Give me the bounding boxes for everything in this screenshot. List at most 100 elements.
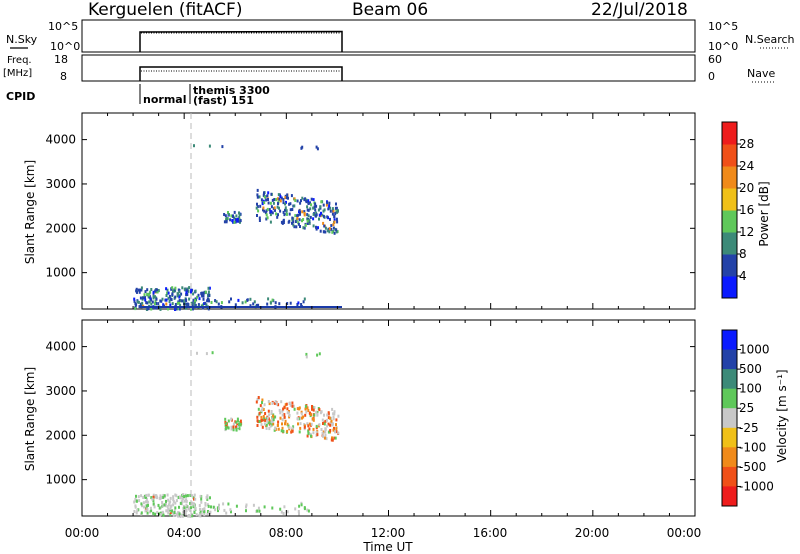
data-cell: [333, 218, 336, 222]
data-cell: [293, 204, 296, 208]
data-cell: [176, 292, 179, 296]
data-cell: [196, 351, 198, 355]
data-cell: [331, 212, 334, 216]
data-cell: [271, 298, 274, 302]
data-cell: [281, 418, 284, 422]
data-cell: [323, 422, 326, 426]
data-cell: [306, 434, 309, 438]
data-cell: [307, 424, 310, 428]
data-cell: [154, 289, 157, 293]
data-cell: [285, 196, 288, 200]
data-cell: [235, 425, 237, 429]
data-cell: [280, 196, 283, 200]
colorbar-tick-label: 500: [739, 362, 762, 376]
data-cell: [267, 400, 270, 403]
data-cell: [271, 420, 274, 423]
data-cell: [171, 286, 174, 290]
data-cell: [218, 507, 220, 511]
data-cell: [316, 353, 319, 357]
y-tick-label: 4000: [45, 340, 76, 354]
data-cell: [193, 144, 195, 148]
data-cell: [211, 351, 214, 355]
data-cell: [217, 509, 219, 513]
data-cell: [252, 302, 255, 306]
data-cell: [333, 410, 336, 414]
data-cell: [147, 503, 149, 507]
data-cell: [332, 428, 335, 432]
data-cell: [141, 504, 143, 508]
data-cell: [318, 352, 321, 356]
velocity-colorbar-label: Velocity [m s⁻¹]: [775, 369, 789, 462]
data-cell: [147, 295, 150, 299]
data-cell: [287, 196, 289, 200]
data-cell: [315, 225, 317, 229]
colorbar-swatch: [722, 144, 737, 167]
data-cell: [156, 496, 158, 500]
x-tick-labels: 00:00 04:00 08:00 12:00 16:00 20:00 00:0…: [65, 526, 702, 540]
data-cell: [289, 202, 292, 206]
data-cell: [256, 193, 259, 197]
data-cell: [165, 298, 168, 302]
data-cell: [157, 503, 160, 507]
data-cell: [257, 303, 260, 307]
data-cell: [257, 209, 260, 213]
data-cell: [306, 205, 309, 209]
data-cell: [256, 202, 258, 206]
data-cell: [218, 503, 220, 507]
data-cell: [178, 307, 181, 311]
data-cell: [157, 302, 160, 306]
data-cell: [210, 301, 213, 304]
data-cell: [318, 217, 320, 221]
data-cell: [150, 288, 153, 291]
data-cell: [277, 193, 280, 197]
data-cell: [312, 418, 315, 422]
data-cell: [305, 355, 308, 359]
data-cell: [194, 299, 197, 302]
data-cell: [275, 212, 278, 216]
data-cell: [256, 509, 259, 513]
data-cell: [174, 493, 177, 497]
data-cell: [194, 303, 197, 307]
data-cell: [170, 504, 173, 508]
data-cell: [327, 430, 330, 434]
data-cell: [259, 204, 262, 208]
data-cell: [233, 210, 236, 214]
data-cell: [165, 302, 168, 306]
data-cell: [303, 506, 306, 510]
data-cell: [200, 512, 203, 516]
data-cell: [322, 230, 325, 234]
data-cell: [151, 497, 154, 501]
data-cell: [298, 407, 301, 411]
data-cell: [324, 430, 327, 434]
data-cell: [333, 220, 336, 224]
data-cell: [330, 224, 333, 228]
data-cell: [287, 220, 290, 224]
data-cell: [333, 215, 336, 219]
data-cell: [133, 297, 136, 301]
data-cell: [196, 295, 199, 299]
data-cell: [153, 302, 156, 306]
data-cell: [309, 432, 312, 436]
data-cell: [274, 208, 276, 212]
data-cell: [325, 437, 328, 441]
data-cell: [235, 428, 238, 432]
data-cell: [284, 196, 287, 199]
cpid-normal: normal: [143, 93, 186, 106]
data-cell: [165, 502, 167, 506]
data-cell: [136, 300, 139, 304]
colorbar-tick-label: 28: [739, 137, 754, 151]
data-cell: [227, 211, 229, 214]
data-cell: [203, 507, 206, 511]
data-cell: [312, 408, 315, 412]
data-cell: [327, 422, 330, 426]
data-cell: [273, 428, 276, 432]
data-cell: [263, 209, 266, 213]
data-cell: [150, 302, 153, 306]
data-cell: [234, 218, 237, 221]
data-cell: [272, 201, 275, 205]
data-cell: [239, 422, 242, 426]
data-cell: [258, 420, 261, 423]
data-cell: [203, 513, 206, 517]
y-tick-label: 1000: [45, 473, 76, 487]
data-cell: [156, 511, 159, 514]
